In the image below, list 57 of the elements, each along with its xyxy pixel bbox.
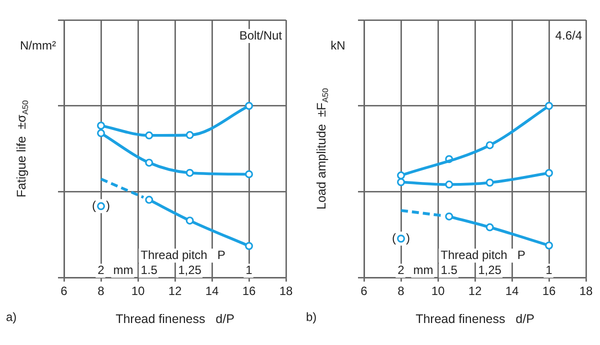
point [445,212,454,220]
annotation: Thread pitch P [140,248,226,262]
annotation: 2 [398,263,405,278]
point [97,122,105,130]
x-tick-label: 6 [360,284,368,298]
point [445,180,454,189]
x-tick-label: 18 [279,284,293,298]
annotation: 1,25 [478,263,502,278]
x-tick-label: 18 [579,284,593,298]
text: b) [306,310,317,324]
point [145,158,154,167]
x-tick-label: 6 [60,284,68,298]
x-tick-label: 8 [398,284,405,298]
point [186,168,194,177]
x-tick-label: 10 [431,284,445,298]
point [245,170,253,178]
point [145,131,154,140]
point [545,169,553,178]
annotation: Thread pitch P [440,248,526,262]
x-tick-label: 14 [505,284,519,298]
point [397,178,405,186]
y-axis-title: Load amplitude ±FA50 [314,88,330,210]
annotation: 1,25 [178,263,202,278]
text: 4.6/4 [555,28,582,42]
x-axis-title: Thread fineness d/P [416,312,534,326]
point [186,216,194,225]
point [186,131,194,140]
x-tick-label: 16 [242,284,256,298]
x-tick-label: 8 [98,284,105,298]
annotation: 1.5 [440,263,458,278]
point [245,242,253,250]
text: Bolt/Nut [239,28,283,42]
x-tick-label: 12 [168,284,182,298]
point [545,241,553,250]
y-axis-title: Fatigue life ±σA50 [14,100,30,198]
x-tick-label: 16 [542,284,556,298]
point [97,129,105,138]
annotation: 1 [246,263,253,278]
point [545,102,553,110]
x-axis-title: Thread fineness d/P [116,312,234,326]
annotation: mm [113,263,134,278]
point [245,102,253,110]
annotation: 1.5 [140,263,158,278]
x-tick-label: 14 [205,284,219,298]
annotation: 2 [98,263,105,278]
point [486,178,494,187]
annotation: 1 [546,263,553,278]
x-tick-label: 12 [468,284,482,298]
x-tick-label: 10 [131,284,145,298]
text: N/mm² [20,38,56,52]
point [145,196,154,204]
annotation: mm [413,263,434,278]
text: kN [330,38,346,52]
text: a) [6,310,17,324]
point [486,141,494,150]
point [486,223,494,232]
point [397,171,405,180]
